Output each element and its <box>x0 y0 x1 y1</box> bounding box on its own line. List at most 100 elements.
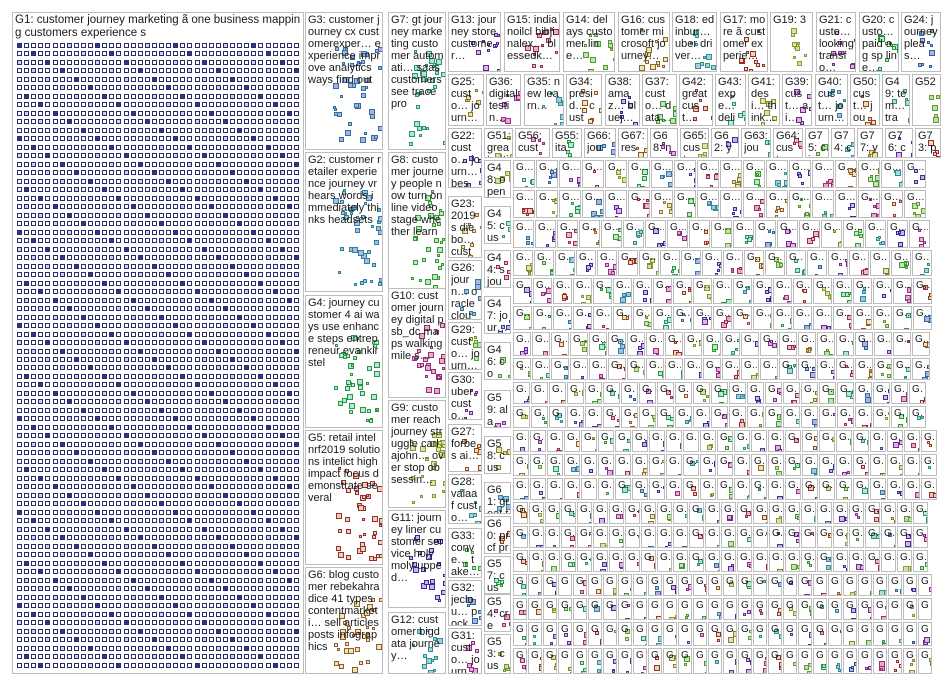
node-vertex <box>116 416 121 421</box>
node-vertex <box>287 170 292 175</box>
node-vertex <box>802 270 805 275</box>
node-vertex <box>294 561 299 566</box>
node-vertex <box>653 348 659 354</box>
node-vertex <box>60 111 65 116</box>
node-vertex <box>202 43 207 48</box>
node-vertex <box>138 264 143 269</box>
group-label: G41: desi… think… <box>751 76 777 124</box>
node-vertex <box>45 272 50 277</box>
node-vertex <box>367 250 371 254</box>
node-vertex <box>216 94 221 99</box>
node-vertex <box>152 450 157 455</box>
node-vertex <box>251 578 256 583</box>
node-vertex <box>195 646 200 651</box>
node-vertex <box>180 230 185 235</box>
node-vertex <box>17 196 22 201</box>
node-vertex <box>209 94 214 99</box>
node-vertex <box>202 272 207 277</box>
node-vertex <box>88 289 93 294</box>
node-vertex <box>166 408 171 413</box>
node-vertex <box>53 365 58 370</box>
node-vertex <box>195 306 200 311</box>
node-vertex <box>180 323 185 328</box>
group-label: G59: alan… tads… <box>487 392 508 428</box>
node-vertex <box>195 629 200 634</box>
node-vertex <box>109 340 114 345</box>
node-vertex <box>747 237 752 242</box>
node-vertex <box>266 60 271 65</box>
node-vertex <box>266 111 271 116</box>
group-label: G… <box>676 280 690 291</box>
node-vertex <box>202 102 207 107</box>
group-label: G10: customer journey digital psb_dc map… <box>391 290 444 362</box>
node-vertex <box>266 416 271 421</box>
node-vertex <box>95 119 100 124</box>
node-vertex <box>38 349 43 354</box>
node-vertex <box>681 375 682 379</box>
node-vertex <box>901 186 902 187</box>
node-vertex <box>287 119 292 124</box>
node-vertex <box>31 102 36 107</box>
group-panel-small: G… <box>627 332 645 356</box>
node-vertex <box>138 654 143 659</box>
node-vertex <box>230 85 235 90</box>
node-vertex <box>166 145 171 150</box>
node-vertex <box>60 391 65 396</box>
node-vertex <box>216 365 221 370</box>
node-vertex <box>547 393 548 397</box>
node-vertex <box>131 552 136 557</box>
node-vertex <box>67 578 72 583</box>
node-vertex <box>159 654 164 659</box>
group-panel-small: G… <box>833 278 852 304</box>
node-vertex <box>258 646 263 651</box>
node-vertex <box>67 382 72 387</box>
node-vertex <box>815 274 818 275</box>
node-vertex <box>17 654 22 659</box>
node-vertex <box>116 238 121 243</box>
node-vertex <box>17 569 22 574</box>
node-vertex <box>60 77 65 82</box>
node-vertex <box>731 270 734 273</box>
node-vertex <box>578 183 580 186</box>
node-vertex <box>660 243 663 246</box>
node-vertex <box>833 207 834 210</box>
node-vertex <box>520 351 526 355</box>
group-panel-small: G… <box>858 190 880 218</box>
node-vertex <box>102 365 107 370</box>
node-vertex <box>145 620 150 625</box>
node-vertex <box>280 196 285 201</box>
node-vertex <box>173 612 178 617</box>
node-vertex <box>131 145 136 150</box>
node-vertex <box>102 264 107 269</box>
node-vertex <box>637 235 640 238</box>
node-vertex <box>145 153 150 158</box>
group-label: G… <box>896 360 909 371</box>
node-vertex <box>531 300 532 304</box>
node-vertex <box>528 272 531 275</box>
node-vertex <box>280 416 285 421</box>
node-vertex <box>280 408 285 413</box>
node-vertex <box>244 77 249 82</box>
node-vertex <box>582 347 587 352</box>
node-vertex <box>195 552 200 557</box>
node-vertex <box>138 450 143 455</box>
group-panel-small: G… <box>793 306 812 330</box>
node-vertex <box>31 187 36 192</box>
node-vertex <box>109 425 114 430</box>
node-vertex <box>244 501 249 506</box>
node-vertex <box>230 408 235 413</box>
group-label: G… <box>592 360 605 371</box>
node-vertex <box>131 501 136 506</box>
node-vertex <box>195 595 200 600</box>
node-vertex <box>180 315 185 320</box>
node-vertex <box>45 586 50 591</box>
group-panel-small: G… <box>760 332 778 356</box>
node-vertex <box>152 408 157 413</box>
node-vertex <box>166 111 171 116</box>
node-vertex <box>24 204 29 209</box>
node-vertex <box>237 399 242 404</box>
node-vertex <box>53 561 58 566</box>
node-vertex <box>251 425 256 430</box>
node-vertex <box>251 204 256 209</box>
node-vertex <box>429 584 435 590</box>
